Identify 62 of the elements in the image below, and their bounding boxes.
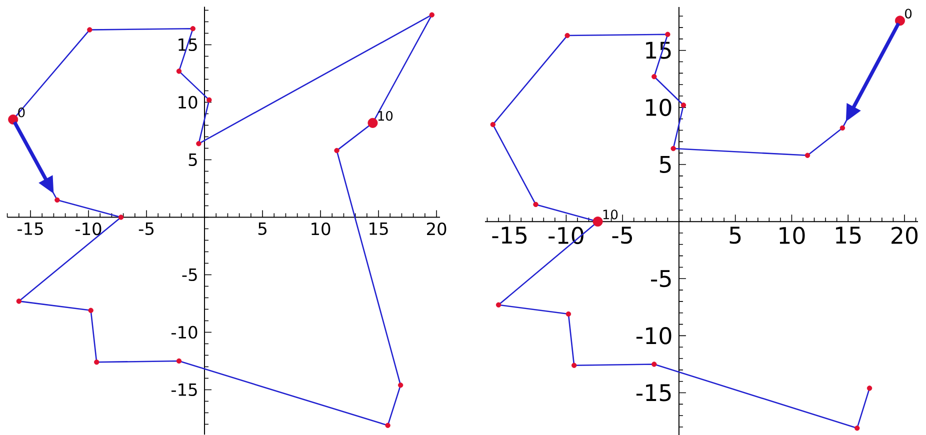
point	[571, 362, 577, 368]
x-tick-label: -10	[548, 226, 584, 244]
x-tick-label: 10	[780, 226, 805, 244]
y-tick-label: 5	[188, 153, 197, 166]
x-tick-label: 5	[730, 226, 741, 244]
point	[533, 202, 538, 208]
x-tick-label: -5	[138, 222, 154, 236]
x-tick-label: 15	[370, 222, 388, 236]
x-tick-label: 5	[258, 222, 266, 236]
point	[652, 362, 657, 367]
x-tick-label: 20	[426, 222, 446, 236]
y-tick-label: 10	[178, 96, 198, 109]
point	[368, 118, 378, 128]
point	[854, 426, 860, 431]
point	[54, 197, 60, 203]
y-tick-label: -15	[636, 384, 671, 402]
point	[566, 311, 572, 317]
point	[429, 12, 434, 18]
y-tick-label: 5	[660, 156, 671, 174]
point	[866, 386, 872, 391]
y-tick-label: -15	[171, 383, 197, 396]
point	[196, 141, 202, 146]
y-tick-label: -10	[636, 327, 672, 344]
point	[88, 308, 94, 313]
y-tick-label: 10	[646, 98, 672, 116]
x-tick-label: 15	[836, 226, 861, 244]
point	[670, 146, 676, 152]
point	[190, 26, 196, 32]
x-tick-label: 10	[312, 222, 330, 236]
point	[680, 102, 686, 108]
point	[385, 422, 390, 428]
point	[398, 382, 404, 388]
x-tick-label: 20	[892, 226, 918, 244]
x-tick-label: -5	[612, 226, 632, 244]
point	[840, 125, 846, 131]
annotation: 10	[378, 110, 393, 121]
point	[592, 216, 603, 227]
point	[334, 148, 340, 154]
point	[118, 214, 124, 220]
point	[490, 122, 496, 128]
point	[206, 97, 212, 103]
x-tick-label: -15	[18, 222, 43, 236]
point	[87, 27, 92, 32]
annotation: 0	[905, 8, 912, 18]
point	[665, 32, 670, 37]
point	[16, 298, 22, 304]
point	[94, 360, 100, 365]
point	[894, 16, 905, 26]
point	[176, 68, 182, 74]
point	[652, 74, 657, 80]
x-tick-label: -15	[492, 226, 527, 244]
point	[804, 152, 810, 158]
point	[8, 114, 18, 124]
x-tick-label: -10	[76, 222, 102, 236]
annotation: 0	[18, 108, 25, 118]
y-tick-label: -5	[182, 268, 197, 282]
annotation: 10	[603, 210, 618, 220]
point	[496, 302, 502, 308]
y-tick-label: -5	[651, 270, 671, 288]
y-tick-label: -10	[171, 326, 198, 339]
point	[564, 32, 570, 38]
point	[176, 358, 182, 364]
